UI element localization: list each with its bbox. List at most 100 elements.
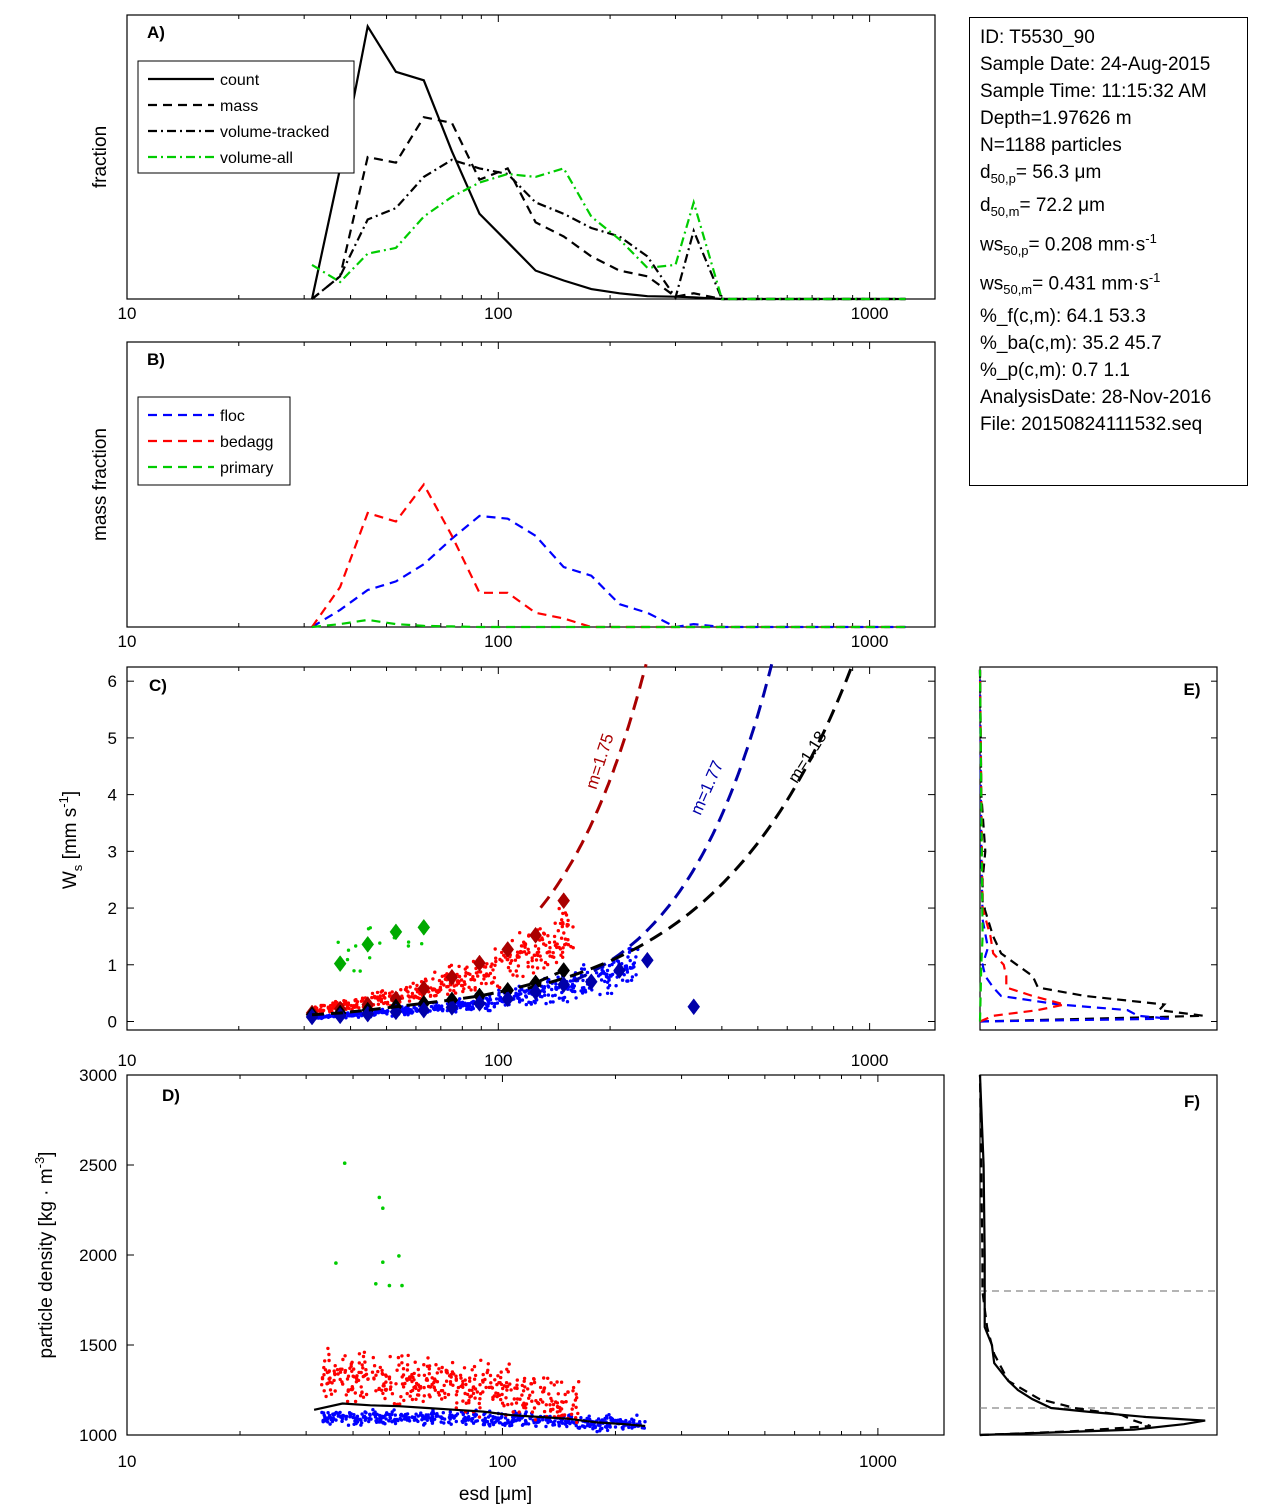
info-ws50p: ws50,p= 0.208 mm·s-1 [980,230,1157,258]
info-analysis-date: AnalysisDate: 28-Nov-2016 [980,386,1212,408]
panelA-legend-label: count [220,72,260,89]
panel-c-fit-label: m=1.18 [784,728,830,787]
panel-c-fit-curve [539,663,648,909]
panel-d-green-point [374,1282,378,1286]
panel-c-median-marker-blue [473,994,486,1012]
panel-c-median-marker-green [333,955,347,973]
info-file: File: 20150824111532.seq [980,413,1203,435]
panel-c-ytick-label: 4 [108,786,117,805]
panel-b: 10 100 1000 B) mass fraction floc bedagg primar… [90,341,936,651]
panel-c-median-marker-blue [417,1001,431,1019]
panelA-series-mass [311,115,906,301]
panel-c-median-marker-green [361,935,375,953]
panel-e: E) [978,666,1218,1031]
panelA-xtick-label: 1000 [851,304,889,323]
panel-c-ytick-label: 2 [108,899,117,918]
panel-c-median-marker-blue [687,998,701,1016]
panel-e-series [978,669,984,1022]
panel-d-green-point [334,1261,338,1265]
panelA-series-volume-all [311,167,906,301]
panel-c-median-line [311,969,565,1017]
panel-d-green-point [400,1283,404,1288]
panelB-legend-label: floc [220,408,245,425]
panel-e-label: E) [1184,680,1201,699]
panel-f-label: F) [1184,1092,1200,1111]
panelA-legend-label: volume-tracked [220,124,329,141]
panel-e-series [978,669,1204,1023]
panel-c-xtick-label: 1000 [851,1051,889,1070]
panel-c: 10 100 1000 0 1 2 3 4 5 6 m=1.75 m=1.77 m=1.18 C) Ws [… [56,663,936,1070]
panel-d-xlabel: esd [μm] [459,1484,532,1505]
panel-e-frame [979,666,1218,1031]
panel-a: 10 100 1000 A) fraction count mass volume-track… [90,14,936,323]
panelB-series-primary [311,618,906,629]
panel-c-fit-curve [527,663,855,990]
panel-d-green-point [377,1195,382,1200]
panel-c-median-marker-blue [389,1003,403,1021]
panel-c-median-marker-blue [584,973,598,991]
panel-c-median-marker-blue [641,951,654,969]
panel-d-xtick-label: 100 [488,1452,516,1471]
panel-f-series [978,1074,1206,1437]
panelB-xtick-label: 100 [484,632,512,651]
panelB-legend-label: bedagg [220,434,273,451]
panelA-series-volume-tracked [311,158,906,301]
panel-c-fit-label: m=1.77 [687,758,728,818]
info-d50p: d50,p= 56.3 μm [980,162,1102,186]
panel-c-ytick-label: 3 [108,842,117,861]
info-d50m: d50,m= 72.2 μm [980,194,1105,219]
panel-c-ytick-label: 1 [108,956,117,975]
panel-c-xtick-label: 10 [118,1051,137,1070]
panel-c-ylabel: Ws [mm s-1] [56,791,85,889]
panel-d-green-point [397,1254,401,1258]
panel-c-fit-label: m=1.75 [582,731,618,791]
panel-c-median-marker-red [529,926,542,944]
panel-d-ytick-label: 2000 [79,1246,117,1265]
panelA-legend-label: mass [220,98,258,115]
panel-c-median-marker-blue [557,976,571,994]
panel-c-median-marker-red [501,941,515,958]
panelA-ylabel: fraction [90,126,111,188]
panelA-label: A) [147,23,165,42]
panelA-frame [126,14,936,300]
panel-c-median-marker-blue [501,990,515,1008]
panel-d-median-line [313,1402,646,1428]
panel-e-series [978,669,1170,1023]
panel-c-fit-curve [573,663,774,983]
panel-d-label: D) [162,1086,180,1105]
panelB-series-bedagg [311,482,906,629]
info-depth: Depth=1.97626 m [980,108,1132,129]
panel-d-ytick-label: 2500 [79,1156,117,1175]
panel-f-frame [979,1074,1218,1436]
panel-c-ytick-label: 5 [108,729,117,748]
panel-d-green-point [342,1161,347,1165]
panel-c-median-marker-blue [445,998,459,1016]
info-sample-time: Sample Time: 11:15:32 AM [980,81,1207,102]
info-sample-date: Sample Date: 24-Aug-2015 [980,54,1211,75]
panel-c-median-marker-red [473,954,486,972]
panel-c-frame [126,666,936,1031]
panel-d-ylabel: particle density [kg · m-3] [32,1152,57,1359]
panel-d: 10 100 1000 1000 1500 2000 2500 3000 D) esd [μm] p… [32,1066,945,1505]
info-percent-primary: %_p(c,m): 0.7 1.1 [980,359,1130,381]
panel-d-ytick-label: 3000 [79,1066,117,1085]
panelA-legend-label: volume-all [220,150,293,167]
panel-d-frame [126,1074,945,1436]
panelA-xtick-label: 10 [118,304,137,323]
panel-c-ytick-label: 0 [108,1012,117,1031]
panelB-frame [126,341,936,628]
panel-c-label: C) [149,676,167,695]
info-particle-count: N=1188 particles [980,135,1122,156]
panelB-label: B) [147,350,165,369]
panel-c-ytick-label: 6 [108,672,117,691]
panel-d-green-point [387,1283,392,1288]
panel-c-median-marker-red [557,892,571,910]
panel-e-series [978,669,1065,1023]
panelB-legend-label: primary [220,460,273,477]
panel-f-series [978,1074,1151,1437]
panelB-series-floc [311,514,906,629]
panel-d-green-point [381,1206,385,1210]
panel-d-xtick-label: 10 [118,1452,137,1471]
panel-c-xtick-label: 100 [484,1051,512,1070]
